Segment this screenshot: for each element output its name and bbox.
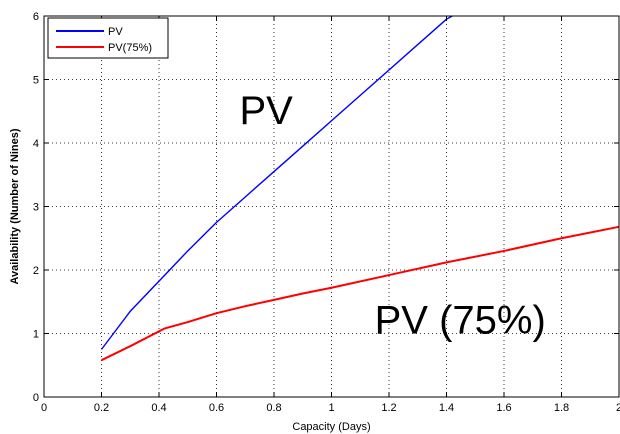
x-tick-label: 1	[328, 402, 334, 414]
annotation-label: PV (75%)	[375, 299, 546, 343]
x-tick-label: 1.4	[439, 402, 454, 414]
legend-label: PV(75%)	[108, 42, 152, 54]
series-line	[101, 225, 620, 362]
x-tick-label: 0.2	[94, 402, 109, 414]
x-tick-label: 0.4	[151, 402, 166, 414]
y-tick-label: 2	[33, 265, 39, 277]
y-axis-label: Availability (Number of Nines)	[9, 128, 21, 284]
x-tick-label: 0.8	[266, 402, 281, 414]
x-tick-label: 2	[616, 402, 620, 414]
x-axis-label: Capacity (Days)	[292, 421, 370, 433]
x-tick-label: 0.6	[209, 402, 224, 414]
annotations: PV PV (75%)	[240, 89, 546, 343]
annotation-label: PV	[240, 89, 294, 133]
x-tick-label: 1.6	[496, 402, 511, 414]
legend: PV PV(75%)	[47, 17, 169, 59]
x-tick-label: 1.2	[381, 402, 396, 414]
y-tick-label: 0	[33, 392, 39, 404]
x-tick-label: 0	[41, 402, 47, 414]
y-tick-label: 6	[33, 11, 39, 23]
y-tick-label: 3	[33, 202, 39, 214]
y-tick-label: 1	[33, 329, 39, 341]
y-tick-label: 5	[33, 75, 39, 87]
legend-label: PV	[108, 26, 123, 38]
legend-box	[47, 17, 169, 59]
x-tick-label: 1.8	[554, 402, 569, 414]
series-layer	[100, 15, 620, 362]
series-line	[100, 15, 453, 350]
y-tick-label: 4	[33, 138, 39, 150]
ticks: 0 0.2 0.4 0.6 0.8 1 1.2 1.4 1.6 1.8 2 0 1 2 3 4 5 6	[33, 11, 620, 414]
